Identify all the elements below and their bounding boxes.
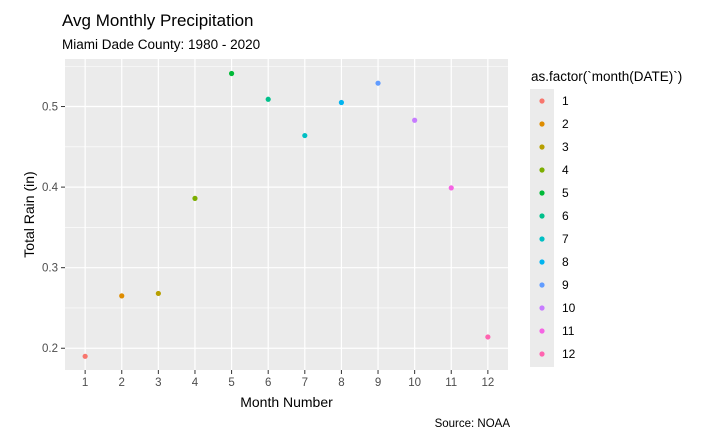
y-tick-label: 0.5 <box>42 102 58 114</box>
data-point-month-9 <box>375 80 381 86</box>
legend-label-7: 7 <box>562 232 569 246</box>
data-point-month-6 <box>265 96 271 102</box>
legend-label-3: 3 <box>562 140 569 154</box>
y-tick-label: 0.4 <box>42 182 59 194</box>
y-axis-label: Total Rain (in) <box>21 171 37 257</box>
plot-panel <box>65 59 508 370</box>
legend-label-9: 9 <box>562 278 569 292</box>
legend-key-1 <box>539 98 545 104</box>
x-tick-label: 11 <box>445 377 457 389</box>
legend-key-9 <box>539 282 545 288</box>
data-point-month-4 <box>192 195 198 201</box>
legend-key-background <box>530 89 554 367</box>
legend-label-1: 1 <box>562 94 569 108</box>
legend-key-4 <box>539 167 545 173</box>
data-points <box>82 70 491 359</box>
y-tick-label: 0.2 <box>42 343 58 355</box>
legend-key-2 <box>539 121 545 127</box>
x-tick-label: 10 <box>408 377 421 389</box>
data-point-month-10 <box>412 117 418 123</box>
legend-key-3 <box>539 144 545 150</box>
x-tick-label: 5 <box>228 377 234 389</box>
legend-label-10: 10 <box>562 301 576 315</box>
legend-key-11 <box>539 328 545 334</box>
chart-title: Avg Monthly Precipitation <box>62 11 254 30</box>
legend-label-2: 2 <box>562 117 569 131</box>
grid-major <box>65 59 508 370</box>
x-axis-ticks: 1 2 3 4 5 6 7 8 9 10 11 12 <box>82 370 494 389</box>
x-tick-label: 2 <box>119 377 125 389</box>
data-point-month-11 <box>448 185 454 191</box>
x-tick-label: 1 <box>82 377 88 389</box>
x-tick-label: 9 <box>375 377 381 389</box>
chart-subtitle: Miami Dade County: 1980 - 2020 <box>62 37 260 52</box>
legend-label-8: 8 <box>562 255 569 269</box>
x-tick-label: 7 <box>302 377 308 389</box>
legend-label-12: 12 <box>562 347 576 361</box>
data-point-month-5 <box>228 70 235 77</box>
x-tick-label: 8 <box>338 377 344 389</box>
y-tick-label: 0.3 <box>42 263 58 275</box>
legend-label-5: 5 <box>562 186 569 200</box>
legend-label-11: 11 <box>562 324 575 338</box>
legend-label-6: 6 <box>562 209 569 223</box>
legend-key-6 <box>539 213 545 219</box>
data-point-month-7 <box>302 132 308 139</box>
grid-minor <box>65 65 508 309</box>
legend-label-4: 4 <box>562 163 569 177</box>
x-tick-label: 4 <box>192 377 199 389</box>
x-tick-label: 6 <box>265 377 271 389</box>
x-tick-label: 12 <box>481 377 494 389</box>
x-tick-label: 3 <box>155 377 161 389</box>
legend-title: as.factor(`month(DATE)`) <box>531 69 682 84</box>
legend-key-10 <box>539 305 545 311</box>
chart-caption: Source: NOAA <box>435 418 511 430</box>
x-axis-label: Month Number <box>240 394 333 410</box>
legend-key-12 <box>539 351 545 357</box>
data-point-month-2 <box>119 293 125 299</box>
legend-key-7 <box>539 236 545 242</box>
data-point-month-8 <box>338 99 345 106</box>
y-axis-ticks: 0.2 0.3 0.4 0.5 <box>42 102 65 355</box>
data-point-month-3 <box>155 290 161 297</box>
legend-key-8 <box>539 259 545 265</box>
legend-key-5 <box>539 190 545 196</box>
data-point-month-12 <box>485 334 491 340</box>
data-point-month-1 <box>82 353 88 359</box>
